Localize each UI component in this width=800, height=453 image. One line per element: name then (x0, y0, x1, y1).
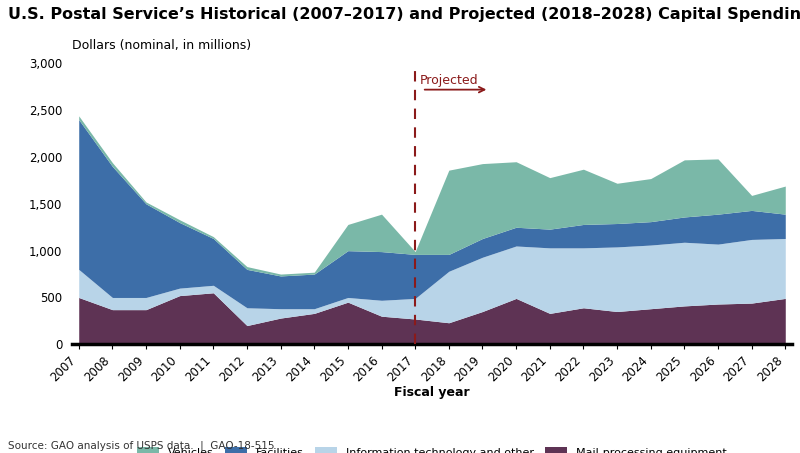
Text: Projected: Projected (420, 74, 479, 87)
Text: U.S. Postal Service’s Historical (2007–2017) and Projected (2018–2028) Capital S: U.S. Postal Service’s Historical (2007–2… (8, 7, 800, 22)
Text: Dollars (nominal, in millions): Dollars (nominal, in millions) (72, 39, 251, 52)
Text: Source: GAO analysis of USPS data.  |  GAO-18-515: Source: GAO analysis of USPS data. | GAO… (8, 440, 274, 451)
Legend: Vehicles, Facilities, Information technology and other, Mail-processing equipmen: Vehicles, Facilities, Information techno… (133, 442, 731, 453)
X-axis label: Fiscal year: Fiscal year (394, 386, 470, 399)
